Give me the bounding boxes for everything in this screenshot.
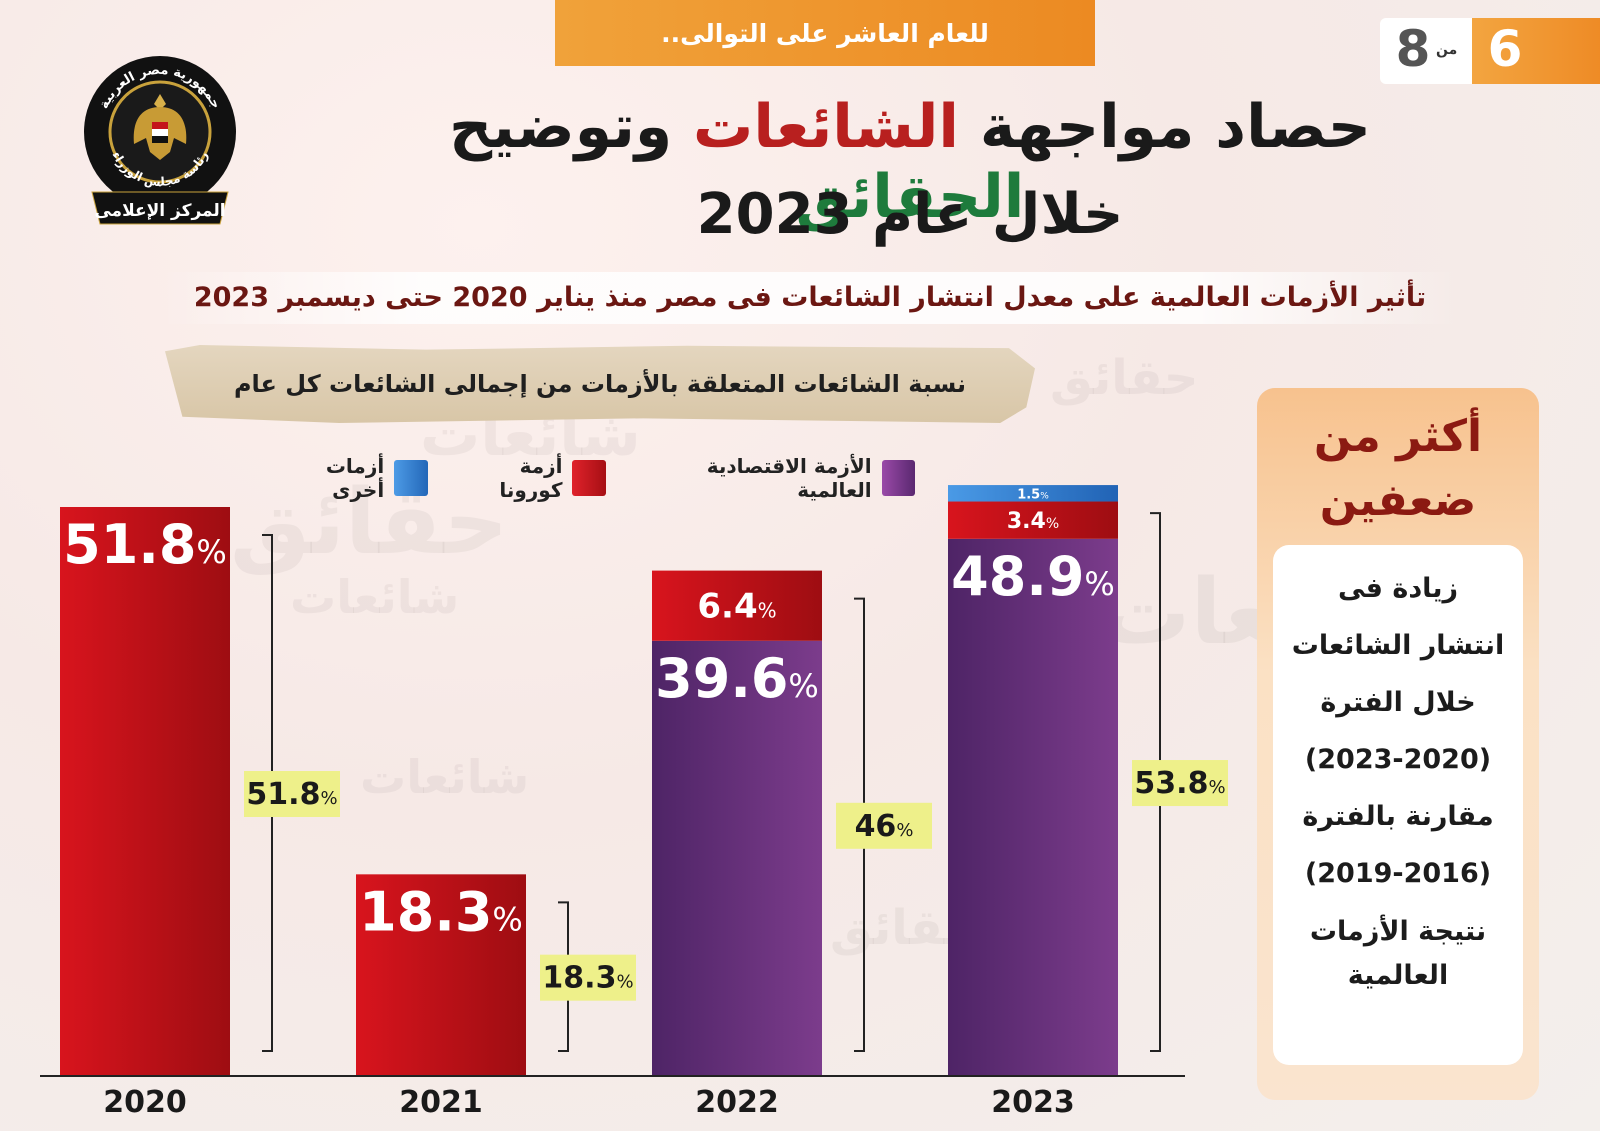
side-panel-card — [1273, 545, 1523, 1065]
side-line: انتشار الشائعات — [1291, 630, 1505, 661]
legend-swatch — [881, 460, 915, 496]
chart-title: نسبة الشائعات المتعلقة بالأزمات من إجمال… — [165, 345, 1035, 423]
side-panel-text: زيادة فى انتشار الشائعات خلال الفترة (20… — [1273, 560, 1523, 998]
title-highlight-rumors: الشائعات — [693, 92, 959, 162]
legend-label: أزمة كورونا — [499, 454, 563, 502]
legend-swatch — [394, 460, 428, 496]
page-total: 8 — [1395, 20, 1431, 78]
bar-value-label: 3.4% — [1007, 509, 1059, 534]
title-highlight-facts: الحقائق — [795, 162, 1025, 232]
logo-ribbon: المركز الإعلامى — [94, 201, 225, 221]
watermark-text: شائعات — [290, 570, 460, 624]
bar-value-label: 6.4% — [697, 587, 776, 627]
legend-label: أزمات أخرى — [325, 454, 385, 502]
side-headline-line2: ضعفين — [1319, 475, 1477, 526]
bar-segment — [356, 874, 526, 1075]
total-label: 51.8% — [246, 777, 337, 812]
total-label: 53.8% — [1134, 766, 1225, 801]
bar-segment — [948, 485, 1118, 502]
legend-item: الأزمة الاقتصادية العالمية — [630, 454, 915, 502]
year-tick-label: 2020 — [103, 1085, 187, 1120]
bar-value-label: 48.9% — [951, 545, 1115, 608]
bar-segment — [60, 507, 230, 1075]
chart-legend: الأزمة الاقتصادية العالمية أزمة كورونا أ… — [255, 454, 915, 502]
watermark-text: حقائق — [1050, 350, 1199, 406]
year-tick-label: 2023 — [991, 1085, 1075, 1120]
side-line: مقارنة بالفترة — [1302, 801, 1494, 832]
media-center-logo: جمهورية مصر العربية رئاسة مجلس الوزراء ا… — [84, 56, 236, 225]
title-part1: حصاد مواجهة — [979, 92, 1371, 162]
total-label: 18.3% — [542, 961, 633, 996]
page-title: حصاد مواجهة الشائعات وتوضيح الحقائق — [330, 92, 1490, 232]
year-tick-label: 2022 — [695, 1085, 779, 1120]
side-line: نتيجة الأزمات — [1309, 916, 1487, 947]
bar-segment — [652, 570, 822, 641]
eagle-icon — [133, 94, 187, 160]
page-subtitle: تأثير الأزمات العالمية على معدل انتشار ا… — [160, 272, 1460, 324]
total-label-box — [540, 954, 636, 1001]
watermark-text: شائعات — [360, 750, 530, 804]
total-label-box — [244, 771, 340, 817]
bar-segment — [652, 640, 822, 1075]
bar-value-label: 39.6% — [655, 647, 819, 710]
legend-swatch — [572, 460, 606, 496]
legend-item: أزمات أخرى — [269, 454, 428, 502]
page-counter: 8 من 6 — [1380, 18, 1600, 84]
total-label-box — [1132, 760, 1228, 807]
side-line: العالمية — [1347, 960, 1449, 991]
bar-value-label: 18.3% — [359, 880, 523, 943]
tagline-banner: للعام العاشر على التوالى.. — [555, 0, 1095, 66]
legend-item: أزمة كورونا — [452, 454, 606, 502]
side-headline: أكثر من ضعفين — [1257, 405, 1539, 533]
title-part2: وتوضيح — [449, 92, 673, 162]
legend-label: الأزمة الاقتصادية العالمية — [706, 454, 872, 502]
side-line: (2023-2020) — [1304, 744, 1492, 775]
tagline-text: للعام العاشر على التوالى.. — [661, 18, 989, 48]
page-current: 6 — [1487, 20, 1523, 78]
stacked-bar-chart: 51.8% 51.8% 2020 18.3% 18.3% 2021 39.6% 6.4% 46%… — [40, 485, 1228, 1120]
side-line: زيادة فى — [1337, 573, 1458, 604]
bar-segment — [948, 501, 1118, 539]
bar-segment — [948, 538, 1118, 1075]
side-headline-line1: أكثر من — [1313, 411, 1483, 462]
total-label: 46% — [855, 809, 914, 844]
page-of-label: من — [1436, 42, 1458, 58]
side-line: (2019-2016) — [1304, 858, 1492, 889]
year-tick-label: 2021 — [399, 1085, 483, 1120]
side-line: خلال الفترة — [1320, 687, 1476, 718]
page-title-line2: خلال عام 2023 — [696, 182, 1124, 247]
bar-value-label: 1.5% — [1017, 487, 1049, 502]
watermark-text: حقائق — [230, 470, 509, 575]
bar-value-label: 51.8% — [63, 513, 227, 576]
total-label-box — [836, 802, 932, 849]
